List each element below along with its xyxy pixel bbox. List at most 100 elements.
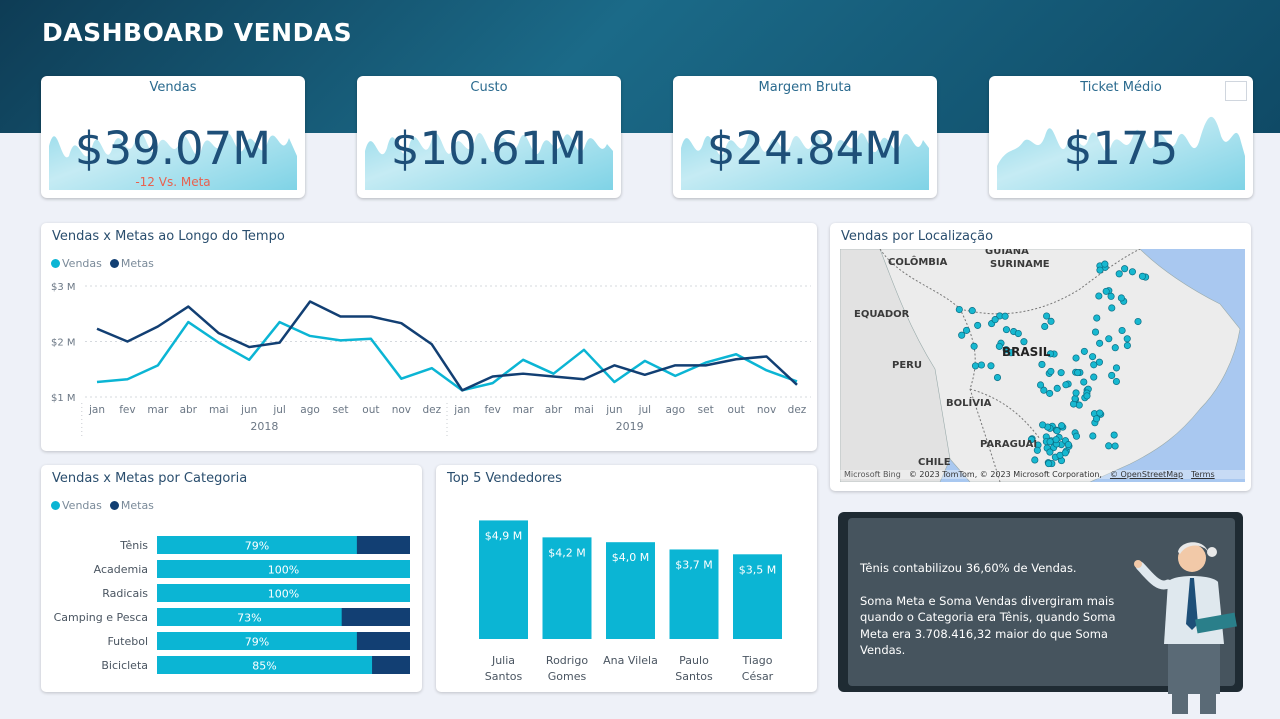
map-point[interactable] <box>987 362 995 370</box>
map-point[interactable] <box>1062 381 1070 389</box>
map-point[interactable] <box>1118 326 1126 335</box>
map-point[interactable] <box>1102 287 1110 295</box>
map-point[interactable] <box>974 321 982 329</box>
map-point[interactable] <box>1134 317 1142 326</box>
map-point[interactable] <box>1007 349 1015 357</box>
map-point[interactable] <box>1064 441 1072 449</box>
map-point[interactable] <box>1041 322 1049 331</box>
map-point[interactable] <box>1040 386 1048 394</box>
kpi-variance: -12 Vs. Meta <box>135 175 211 189</box>
map-point[interactable] <box>1038 360 1046 368</box>
map-point[interactable] <box>1121 265 1129 273</box>
legend-item-metas[interactable]: Metas <box>109 499 154 512</box>
map-point[interactable] <box>1053 384 1061 392</box>
map-point[interactable] <box>1045 460 1053 468</box>
map-point[interactable] <box>1052 436 1060 444</box>
map-point[interactable] <box>958 331 966 339</box>
map-point[interactable] <box>1080 347 1088 355</box>
map-point[interactable] <box>995 342 1003 350</box>
map[interactable]: GUIANA COLÔMBIA SURINAME EQUADOR BRASIL … <box>840 249 1245 482</box>
map-point[interactable] <box>1014 329 1022 338</box>
map-point[interactable] <box>1046 350 1055 358</box>
map-point[interactable] <box>1072 389 1080 397</box>
kpi-card-ticket-medio[interactable]: Ticket Médio $175 <box>989 76 1253 198</box>
terms-link[interactable]: Terms <box>1191 470 1215 479</box>
map-point[interactable] <box>1111 344 1119 352</box>
map-point[interactable] <box>1058 422 1066 430</box>
map-point[interactable] <box>991 316 999 324</box>
narrative-line: Soma Meta e Soma Vendas divergiram mais … <box>860 593 1116 658</box>
map-point[interactable] <box>1117 294 1125 302</box>
map-point[interactable] <box>1037 381 1045 389</box>
map-point[interactable] <box>1108 371 1116 379</box>
map-point[interactable] <box>1074 369 1082 377</box>
map-point[interactable] <box>1096 339 1104 347</box>
map-point[interactable] <box>1095 358 1103 366</box>
map-point[interactable] <box>1033 446 1041 454</box>
map-point[interactable] <box>1128 268 1136 276</box>
map-point[interactable] <box>970 342 978 350</box>
map-point[interactable] <box>1039 421 1047 429</box>
map-point[interactable] <box>1112 364 1121 372</box>
map-point[interactable] <box>1096 266 1104 274</box>
map-point[interactable] <box>1123 341 1131 350</box>
focus-mode-icon[interactable] <box>1225 81 1247 101</box>
map-point[interactable] <box>1046 438 1054 446</box>
map-point[interactable] <box>1080 378 1088 386</box>
map-point[interactable] <box>1107 292 1115 300</box>
map-point[interactable] <box>1031 456 1039 464</box>
map-point[interactable] <box>1138 272 1146 280</box>
map-point[interactable] <box>1108 304 1116 312</box>
map-point[interactable] <box>1093 415 1101 423</box>
kpi-card-vendas[interactable]: Vendas $39.07M -12 Vs. Meta <box>41 76 305 198</box>
map-point[interactable] <box>1112 377 1120 386</box>
map-point[interactable] <box>1053 427 1061 435</box>
map-point[interactable] <box>1110 431 1118 439</box>
y-tick-label: $2 M <box>51 338 76 349</box>
map-point[interactable] <box>1001 312 1009 320</box>
map-point[interactable] <box>1093 314 1101 322</box>
map-point[interactable] <box>977 361 986 369</box>
osm-link[interactable]: © OpenStreetMap <box>1109 470 1184 479</box>
map-point[interactable] <box>1090 373 1098 381</box>
map-point[interactable] <box>968 307 976 315</box>
x-tick-label: out <box>362 404 379 416</box>
map-point[interactable] <box>1057 369 1065 377</box>
map-point[interactable] <box>1047 367 1055 375</box>
map-point[interactable] <box>1105 335 1113 343</box>
map-point[interactable] <box>1002 326 1010 334</box>
x-tick-label: mai <box>209 404 229 416</box>
map-point[interactable] <box>1083 392 1091 400</box>
map-point[interactable] <box>1075 401 1083 409</box>
map-point[interactable] <box>993 373 1002 382</box>
map-point[interactable] <box>1072 354 1080 362</box>
map-point[interactable] <box>1091 328 1100 336</box>
map-point[interactable] <box>1043 312 1051 320</box>
map-point[interactable] <box>1046 448 1054 456</box>
map-point[interactable] <box>971 362 980 370</box>
map-point[interactable] <box>1090 361 1098 369</box>
map-point[interactable] <box>1105 442 1113 450</box>
bar-seller <box>669 549 719 639</box>
map-point[interactable] <box>1089 353 1097 361</box>
map-point[interactable] <box>1096 409 1104 417</box>
map-point[interactable] <box>962 326 971 334</box>
legend-item-vendas[interactable]: Vendas <box>51 499 102 512</box>
map-point[interactable] <box>1089 432 1097 440</box>
map-point[interactable] <box>1020 338 1028 346</box>
map-point[interactable] <box>1115 270 1123 278</box>
map-point[interactable] <box>1072 432 1081 440</box>
map-point[interactable] <box>1101 260 1109 268</box>
map-point[interactable] <box>1123 335 1131 343</box>
map-point[interactable] <box>955 305 963 314</box>
kpi-card-margem-bruta[interactable]: Margem Bruta $24.84M <box>673 76 937 198</box>
map-point[interactable] <box>1061 449 1069 457</box>
map-point[interactable] <box>1111 442 1119 450</box>
legend-item-vendas[interactable]: Vendas <box>51 257 102 270</box>
map-point[interactable] <box>1027 436 1035 444</box>
kpi-card-custo[interactable]: Custo $10.61M <box>357 76 621 198</box>
legend-item-metas[interactable]: Metas <box>109 257 154 270</box>
map-point[interactable] <box>1047 317 1055 325</box>
map-point[interactable] <box>1046 389 1054 397</box>
map-point[interactable] <box>1095 292 1103 300</box>
